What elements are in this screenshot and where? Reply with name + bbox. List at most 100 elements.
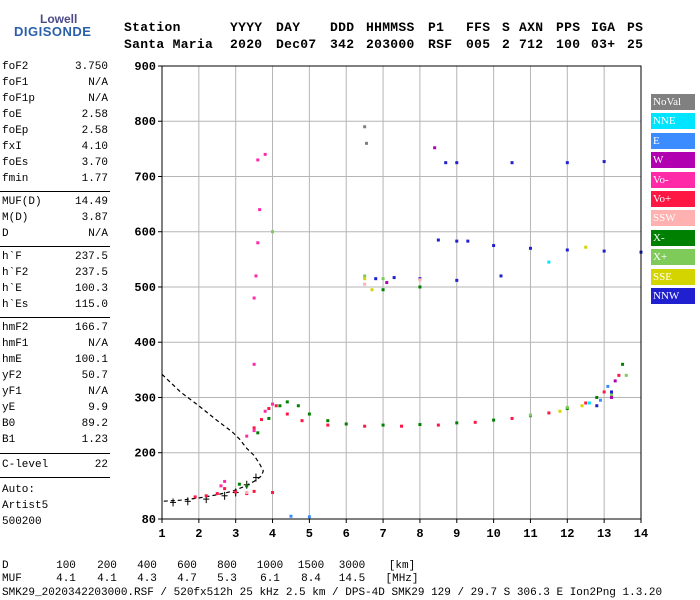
- echo-point-nnw: [374, 277, 378, 281]
- footer-d-value: [km]: [388, 560, 416, 572]
- echo-point-sse: [584, 245, 588, 249]
- footer-d-value: 1000: [256, 560, 284, 572]
- param-row: D N/A: [2, 228, 108, 243]
- echo-point-noval: [364, 141, 368, 145]
- echo-point-w: [613, 379, 617, 383]
- param-row: B0 89.2: [2, 418, 108, 433]
- echo-point-nnw: [455, 278, 459, 282]
- param-label: foEp: [2, 125, 29, 137]
- echo-point-e: [606, 384, 610, 388]
- chart-axes: 1 2 3 4 5 6 7 8 9 10 11 12 13 14802003004005006007008…: [134, 60, 648, 541]
- param-label: h`Es: [2, 299, 29, 311]
- param-divider: [0, 246, 110, 247]
- echo-point-vo: [252, 489, 256, 493]
- x-tick-label: 2: [195, 527, 202, 541]
- echo-point-nnw: [595, 404, 599, 408]
- param-label: foF2: [2, 61, 29, 73]
- footer-d-value: 3000: [338, 560, 366, 572]
- param-row: hmF2 166.7: [2, 322, 108, 337]
- legend-item-vo: Vo+: [651, 191, 695, 207]
- y-tick-label: 80: [142, 513, 156, 527]
- param-row: foF1p N/A: [2, 93, 108, 108]
- echo-point-x: [256, 431, 260, 435]
- param-value: 3.750: [74, 61, 108, 73]
- echo-point-x: [278, 404, 282, 408]
- legend-item-x: X-: [651, 229, 695, 246]
- auto-label: Auto:: [2, 484, 36, 496]
- echo-point-x: [610, 393, 614, 397]
- echo-point-nnw: [455, 161, 459, 165]
- y-tick-label: 700: [134, 170, 156, 184]
- logo-lowell-text: Lowell: [40, 12, 78, 26]
- x-tick-label: 11: [523, 527, 537, 541]
- echo-point-nnw: [492, 244, 496, 248]
- param-label: B0: [2, 418, 16, 430]
- echo-point-nnw: [392, 276, 396, 280]
- echo-point-nnw: [528, 246, 532, 250]
- echo-point-nnw: [436, 238, 440, 242]
- echo-point-x: [381, 423, 385, 427]
- param-label: yF2: [2, 370, 22, 382]
- param-row: M(D) 3.87: [2, 212, 108, 227]
- footer-d-value: 100: [56, 560, 76, 572]
- echo-point-noval: [363, 125, 367, 129]
- param-row: fxI 4.10: [2, 141, 108, 156]
- param-label: MUF(D): [2, 196, 42, 208]
- header-value-station: Santa Maria: [124, 37, 214, 52]
- header-value-iga: 03+: [591, 37, 616, 52]
- echo-point-x: [381, 288, 385, 292]
- y-tick-label: 200: [134, 447, 156, 461]
- param-row: h`F 237.5: [2, 251, 108, 266]
- echo-point-vo: [219, 484, 223, 488]
- echo-point-vo: [271, 402, 275, 406]
- param-label: M(D): [2, 212, 29, 224]
- param-row: foF1 N/A: [2, 77, 108, 92]
- param-value: 237.5: [74, 267, 108, 279]
- echo-point-x: [621, 362, 625, 366]
- echo-point-vo: [259, 418, 263, 422]
- y-tick-label: 400: [134, 336, 156, 350]
- footer-muf-value: 4.1: [97, 573, 117, 585]
- echo-point-vo: [300, 419, 304, 423]
- header-label-iga: IGA: [591, 20, 616, 35]
- echo-point-sse: [370, 288, 374, 292]
- param-label: foEs: [2, 157, 29, 169]
- x-tick-label: 10: [486, 527, 500, 541]
- echo-point-x: [344, 422, 348, 426]
- param-label: yE: [2, 402, 16, 414]
- param-divider: [0, 191, 110, 192]
- footer-muf-value: [MHz]: [385, 573, 419, 585]
- echo-point-x: [296, 404, 300, 408]
- footer-d-value: 600: [177, 560, 197, 572]
- param-row: B1 1.23: [2, 434, 108, 449]
- legend-item-nnw: NNW: [651, 288, 695, 304]
- param-value: 1.77: [81, 173, 108, 185]
- x-tick-label: 5: [306, 527, 313, 541]
- param-value: N/A: [88, 386, 108, 398]
- param-label: h`F: [2, 251, 22, 263]
- echo-point-nnw: [455, 239, 459, 243]
- echo-point-sse: [363, 277, 367, 281]
- legend-item-ssw: SSW: [651, 210, 695, 227]
- echo-point-vo: [256, 241, 260, 245]
- footer-muf-value: 4.7: [177, 573, 197, 585]
- echo-point-vo: [252, 429, 256, 433]
- echo-point-nnw: [510, 161, 514, 165]
- param-value: N/A: [88, 338, 108, 350]
- legend-item-sse: SSE: [651, 268, 695, 285]
- param-divider: [0, 317, 110, 318]
- echo-point-nne: [547, 260, 551, 264]
- param-row: yF2 50.7: [2, 370, 108, 385]
- param-value: 100.3: [74, 283, 108, 295]
- param-label: hmF2: [2, 322, 29, 334]
- echo-point-vo: [510, 416, 514, 420]
- echo-point-vo: [254, 274, 258, 278]
- echo-point-vo: [204, 494, 208, 498]
- header-value-hhmmss: 203000: [366, 37, 415, 52]
- param-value: 9.9: [88, 402, 108, 414]
- footer-d-value: 400: [137, 560, 157, 572]
- footer-muf-label: MUF: [2, 573, 22, 585]
- x-tick-label: 8: [416, 527, 423, 541]
- param-value: 14.49: [74, 196, 108, 208]
- echo-point-x: [624, 373, 628, 377]
